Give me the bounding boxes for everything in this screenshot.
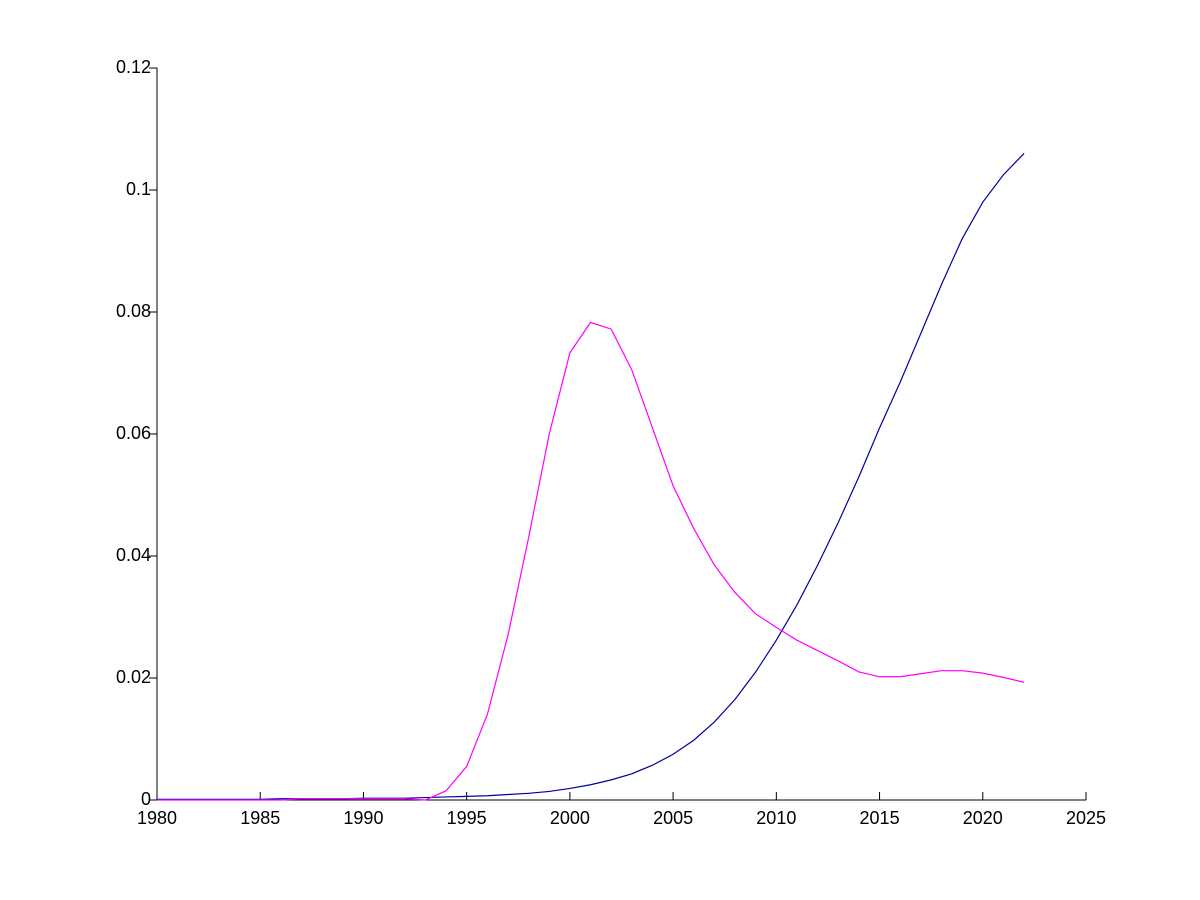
x-tick-label: 2015 bbox=[860, 808, 900, 828]
x-tick-label: 2020 bbox=[963, 808, 1003, 828]
line-series bbox=[157, 321, 1025, 801]
y-tick-label: 0.06 bbox=[116, 423, 151, 443]
x-tick-label: 1980 bbox=[137, 808, 177, 828]
line-series bbox=[157, 152, 1025, 800]
y-tick-label: 0.1 bbox=[126, 179, 151, 199]
x-tick-label: 2005 bbox=[653, 808, 693, 828]
x-tick-label: 1995 bbox=[447, 808, 487, 828]
y-tick-label: 0.08 bbox=[116, 301, 151, 321]
y-tick-label: 0.12 bbox=[116, 57, 151, 77]
y-tick-label: 0.04 bbox=[116, 545, 151, 565]
y-tick-label: 0 bbox=[141, 789, 151, 809]
x-tick-label: 2000 bbox=[550, 808, 590, 828]
x-tick-label: 2010 bbox=[756, 808, 796, 828]
x-tick-label: 1985 bbox=[240, 808, 280, 828]
y-tick-label: 0.02 bbox=[116, 667, 151, 687]
x-tick-label: 1990 bbox=[343, 808, 383, 828]
x-tick-label: 2025 bbox=[1066, 808, 1106, 828]
